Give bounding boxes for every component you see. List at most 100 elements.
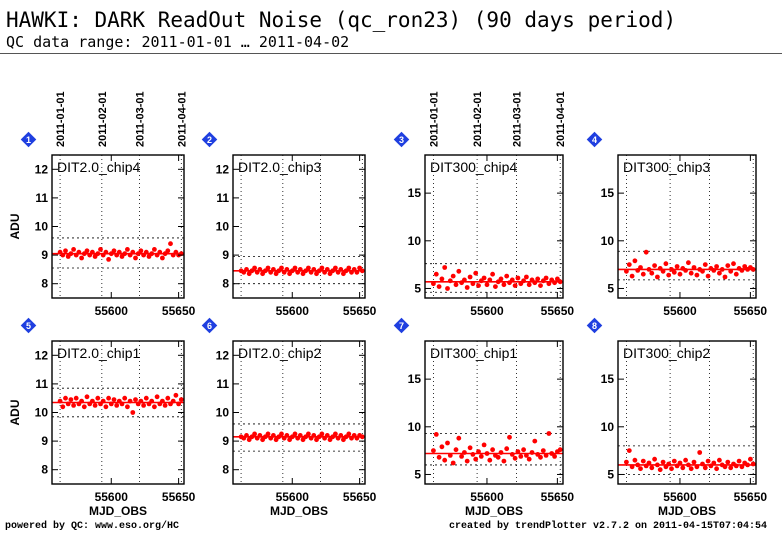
data-point — [521, 447, 526, 453]
data-point — [481, 442, 487, 448]
chart-panel-8: 5 10 15 55600 55650 DIT300_chip2 8 MJD_OBS — [586, 317, 767, 518]
plot-frame — [424, 340, 564, 485]
date-axis-label: 2011-03-01 — [135, 91, 147, 147]
date-axis-label: 2011-02-01 — [472, 91, 484, 147]
data-point — [694, 272, 700, 278]
data-point — [652, 263, 657, 268]
data-point — [504, 273, 510, 279]
x-tick-label: 55600 — [470, 304, 504, 318]
panel-index-badge — [20, 131, 37, 148]
data-point — [473, 456, 479, 462]
data-point — [697, 450, 703, 455]
chart-panel-1: 8 9 10 11 12 55600 55650 DIT2.0_chip4 1 ADU 2011-0… — [8, 91, 196, 318]
data-point — [333, 265, 338, 271]
panel-title: DIT2.0_chip2 — [238, 345, 321, 361]
data-point — [456, 268, 462, 274]
y-tick-label: 10 — [601, 234, 615, 248]
data-point — [748, 456, 753, 462]
data-point — [649, 270, 655, 276]
panel-title: DIT2.0_chip4 — [57, 159, 140, 175]
data-point — [173, 392, 179, 398]
plot-frame — [232, 340, 366, 485]
data-point — [133, 397, 138, 402]
y-tick-label: 8 — [222, 463, 229, 477]
data-point — [666, 272, 672, 278]
data-point — [688, 466, 694, 472]
data-point — [538, 283, 543, 288]
data-point — [677, 271, 683, 277]
data-point — [165, 248, 171, 254]
data-point — [742, 264, 748, 269]
chart-panel-5: 8 9 10 11 12 55600 55650 DIT2.0_chip1 5 ADU MJD_OB… — [8, 317, 196, 518]
data-point — [346, 431, 352, 437]
data-point — [125, 404, 130, 410]
data-point — [702, 262, 708, 267]
y-tick-label: 15 — [408, 372, 422, 386]
chart-panel-6: 8 9 10 11 12 55600 55650 DIT2.0_chip2 6 MJD_OBS — [201, 317, 377, 518]
x-tick-label: 55650 — [541, 304, 575, 318]
data-point — [643, 249, 649, 255]
data-point — [319, 431, 325, 437]
data-point — [68, 397, 74, 402]
panel-index-number: 1 — [26, 135, 31, 145]
data-point — [552, 454, 557, 459]
data-point — [632, 258, 638, 264]
data-point — [652, 456, 657, 462]
data-point — [81, 404, 87, 410]
chart-panel-7: 5 10 15 55600 55650 DIT300_chip1 7 MJD_OBS — [393, 317, 574, 518]
plot-frame — [617, 340, 757, 485]
data-point — [152, 404, 157, 410]
data-point — [540, 448, 546, 453]
data-point — [515, 275, 521, 281]
panel-index-badge — [586, 131, 603, 148]
data-point — [507, 434, 512, 440]
y-tick-label: 10 — [35, 220, 49, 234]
x-tick-label: 55650 — [343, 490, 377, 504]
panel-index-number: 8 — [592, 321, 597, 331]
data-point — [453, 282, 459, 288]
plot-frame — [424, 154, 564, 299]
panel-title: DIT300_chip4 — [430, 159, 517, 175]
data-point — [714, 466, 719, 472]
data-point — [95, 395, 101, 401]
data-point — [433, 432, 439, 437]
panel-title: DIT2.0_chip1 — [57, 345, 140, 361]
data-point — [122, 395, 128, 401]
data-point — [626, 448, 632, 453]
y-axis-label: ADU — [8, 214, 22, 240]
data-point — [111, 248, 117, 254]
data-point — [624, 459, 629, 465]
panel-index-badge — [201, 317, 218, 334]
y-tick-label: 10 — [35, 406, 49, 420]
data-point — [252, 265, 257, 271]
data-point — [674, 264, 680, 269]
x-tick-label: 55600 — [276, 304, 310, 318]
y-tick-label: 11 — [216, 377, 229, 391]
y-tick-label: 9 — [41, 434, 48, 448]
data-point — [130, 410, 136, 415]
chart-panel-4: 5 10 15 55600 55650 DIT300_chip3 4 — [586, 131, 767, 318]
panel-index-number: 2 — [207, 135, 212, 145]
y-tick-label: 5 — [607, 281, 614, 295]
data-point — [518, 454, 524, 459]
data-point — [60, 404, 66, 410]
y-tick-label: 15 — [601, 186, 615, 200]
data-point — [292, 431, 298, 437]
data-point — [450, 273, 456, 279]
y-tick-label: 11 — [35, 191, 48, 205]
footer-credit: powered by QC: www.eso.org/HC — [5, 521, 180, 532]
data-point — [691, 459, 697, 465]
plot-frame — [51, 340, 185, 485]
data-point — [501, 282, 507, 288]
data-point — [535, 276, 541, 282]
data-point — [464, 285, 470, 290]
data-point — [450, 460, 456, 466]
y-tick-label: 11 — [216, 191, 229, 205]
plot-frame — [232, 154, 366, 299]
y-tick-label: 9 — [222, 248, 229, 262]
data-point — [722, 274, 728, 280]
data-point — [306, 431, 311, 437]
data-point — [143, 395, 149, 401]
panel-index-number: 4 — [592, 135, 597, 145]
data-point — [431, 448, 436, 453]
